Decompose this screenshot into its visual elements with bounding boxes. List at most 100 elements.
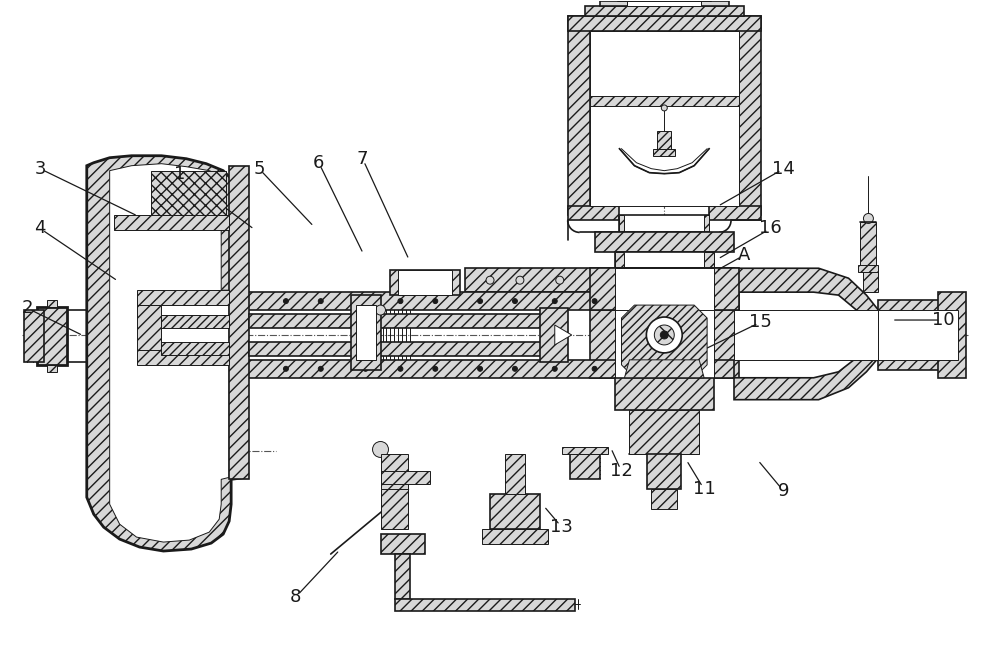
Polygon shape — [246, 360, 734, 378]
Polygon shape — [137, 350, 229, 365]
Polygon shape — [570, 449, 600, 479]
Polygon shape — [161, 315, 229, 328]
Text: 10: 10 — [932, 311, 954, 329]
Circle shape — [486, 276, 494, 284]
Circle shape — [512, 366, 517, 371]
Polygon shape — [390, 270, 460, 295]
Circle shape — [478, 299, 483, 304]
Polygon shape — [249, 342, 560, 356]
Text: 13: 13 — [550, 518, 573, 536]
Polygon shape — [381, 534, 425, 554]
Text: A: A — [738, 246, 750, 264]
Polygon shape — [482, 529, 548, 544]
Circle shape — [660, 331, 668, 339]
Text: 8: 8 — [290, 588, 302, 606]
Circle shape — [705, 276, 713, 284]
Circle shape — [376, 305, 385, 315]
Circle shape — [363, 299, 368, 304]
Polygon shape — [615, 378, 714, 409]
Polygon shape — [629, 409, 699, 454]
Text: 9: 9 — [778, 482, 790, 500]
Circle shape — [433, 366, 438, 371]
Polygon shape — [568, 16, 590, 215]
Circle shape — [398, 299, 403, 304]
Polygon shape — [617, 0, 711, 1]
Circle shape — [654, 325, 674, 345]
Polygon shape — [229, 166, 249, 479]
Circle shape — [478, 366, 483, 371]
Text: 11: 11 — [693, 481, 716, 498]
Circle shape — [675, 276, 683, 284]
Polygon shape — [709, 205, 761, 220]
Polygon shape — [704, 252, 714, 268]
Circle shape — [863, 213, 873, 224]
Text: 15: 15 — [749, 313, 772, 331]
Polygon shape — [137, 290, 229, 305]
Circle shape — [398, 366, 403, 371]
Polygon shape — [624, 360, 704, 378]
Polygon shape — [863, 270, 878, 292]
Polygon shape — [651, 489, 677, 509]
Polygon shape — [381, 471, 430, 484]
Polygon shape — [590, 268, 739, 310]
Polygon shape — [37, 307, 67, 365]
Polygon shape — [878, 300, 958, 370]
Circle shape — [637, 299, 642, 304]
Circle shape — [552, 366, 557, 371]
Circle shape — [318, 366, 323, 371]
Circle shape — [556, 276, 564, 284]
Circle shape — [596, 276, 604, 284]
Polygon shape — [734, 310, 878, 360]
Polygon shape — [734, 268, 880, 400]
Polygon shape — [615, 292, 714, 378]
Polygon shape — [615, 252, 624, 268]
Text: 16: 16 — [759, 220, 782, 237]
Circle shape — [512, 299, 517, 304]
Circle shape — [318, 299, 323, 304]
Polygon shape — [568, 16, 761, 31]
Text: 6: 6 — [313, 154, 324, 171]
Polygon shape — [590, 96, 739, 106]
Text: 5: 5 — [253, 160, 265, 178]
Polygon shape — [704, 215, 709, 235]
Polygon shape — [465, 268, 734, 292]
Polygon shape — [600, 1, 729, 7]
Polygon shape — [398, 270, 452, 295]
Polygon shape — [878, 310, 958, 360]
Polygon shape — [627, 1, 701, 7]
Polygon shape — [395, 599, 575, 611]
Circle shape — [373, 441, 388, 458]
Circle shape — [283, 299, 288, 304]
Polygon shape — [860, 222, 876, 270]
Polygon shape — [615, 252, 714, 268]
Text: 14: 14 — [772, 160, 795, 178]
Text: 3: 3 — [34, 160, 46, 178]
Circle shape — [661, 105, 667, 111]
Polygon shape — [87, 156, 246, 551]
Polygon shape — [356, 305, 376, 360]
Circle shape — [646, 317, 682, 353]
Polygon shape — [246, 292, 734, 310]
Polygon shape — [647, 454, 681, 489]
Polygon shape — [858, 265, 878, 273]
Polygon shape — [151, 171, 226, 215]
Bar — [590, 31, 739, 205]
Circle shape — [637, 366, 642, 371]
Circle shape — [283, 366, 288, 371]
Polygon shape — [505, 454, 525, 494]
Polygon shape — [137, 305, 161, 350]
Polygon shape — [490, 494, 540, 529]
Polygon shape — [657, 131, 671, 149]
Polygon shape — [739, 16, 761, 215]
Text: 7: 7 — [357, 150, 368, 168]
Polygon shape — [249, 314, 560, 328]
Circle shape — [363, 366, 368, 371]
Text: 4: 4 — [34, 220, 46, 237]
Polygon shape — [619, 215, 624, 235]
Polygon shape — [47, 300, 57, 307]
Polygon shape — [938, 292, 966, 378]
Polygon shape — [619, 215, 709, 235]
Circle shape — [592, 366, 597, 371]
Polygon shape — [595, 232, 734, 252]
Circle shape — [635, 276, 643, 284]
